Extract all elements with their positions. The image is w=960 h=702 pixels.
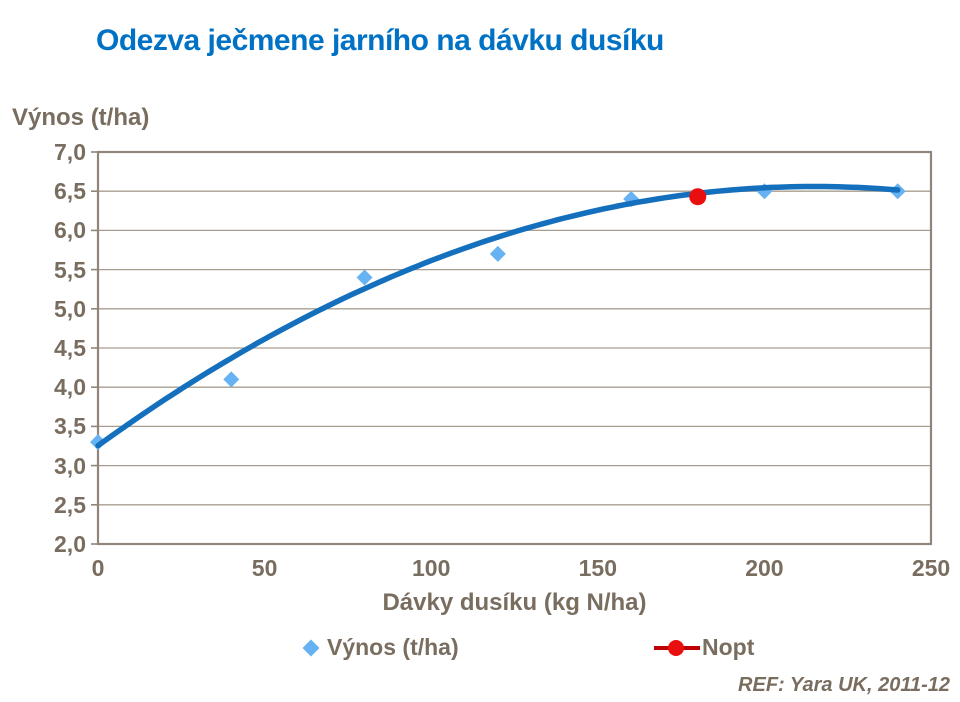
y-tick-label: 4,0 (54, 374, 86, 401)
y-tick-label: 7,0 (54, 139, 86, 165)
y-tick-label: 6,0 (54, 217, 86, 244)
reference-note: REF: Yara UK, 2011-12 (738, 674, 950, 696)
y-tick-label: 4,5 (54, 335, 86, 361)
y-tick-label: 2,5 (54, 491, 86, 518)
x-tick-label: 200 (745, 555, 784, 581)
y-tick-label: 2,0 (54, 531, 86, 557)
y-tick-label: 5,0 (54, 295, 86, 322)
data-point-diamond (223, 371, 240, 388)
x-tick-label: 50 (251, 555, 278, 581)
chart-title: Odezva ječmene jarního na dávku dusíku (96, 24, 664, 57)
data-point-diamond (356, 269, 373, 286)
trend-curve (95, 183, 901, 449)
y-tick-label: 3,5 (54, 413, 86, 440)
y-tick-label: 5,5 (54, 256, 86, 283)
x-tick-label: 150 (578, 555, 617, 581)
x-tick-label: 250 (911, 555, 951, 581)
nopt-point (689, 188, 707, 206)
y-tick-label: 6,5 (54, 178, 86, 205)
x-tick-label: 0 (91, 555, 105, 581)
y-axis-title: Výnos (t/ha) (12, 104, 150, 131)
y-tick-label: 3,0 (54, 452, 86, 479)
x-axis-title: Dávky dusíku (kg N/ha) (382, 589, 647, 616)
diamond-icon (302, 639, 320, 656)
plot-border (96, 150, 933, 546)
nopt-dot-icon (668, 639, 684, 656)
legend-label-vynos: Výnos (t/ha) (327, 634, 459, 660)
circle-line-icon (654, 639, 700, 657)
legend-item-nopt: Nopt (654, 634, 754, 661)
legend-label-nopt: Nopt (702, 634, 755, 660)
chart-legend: Výnos (t/ha) Nopt (0, 634, 960, 666)
data-point-diamond (489, 245, 506, 262)
legend-item-vynos: Výnos (t/ha) (302, 634, 459, 661)
x-tick-label: 100 (412, 555, 451, 581)
